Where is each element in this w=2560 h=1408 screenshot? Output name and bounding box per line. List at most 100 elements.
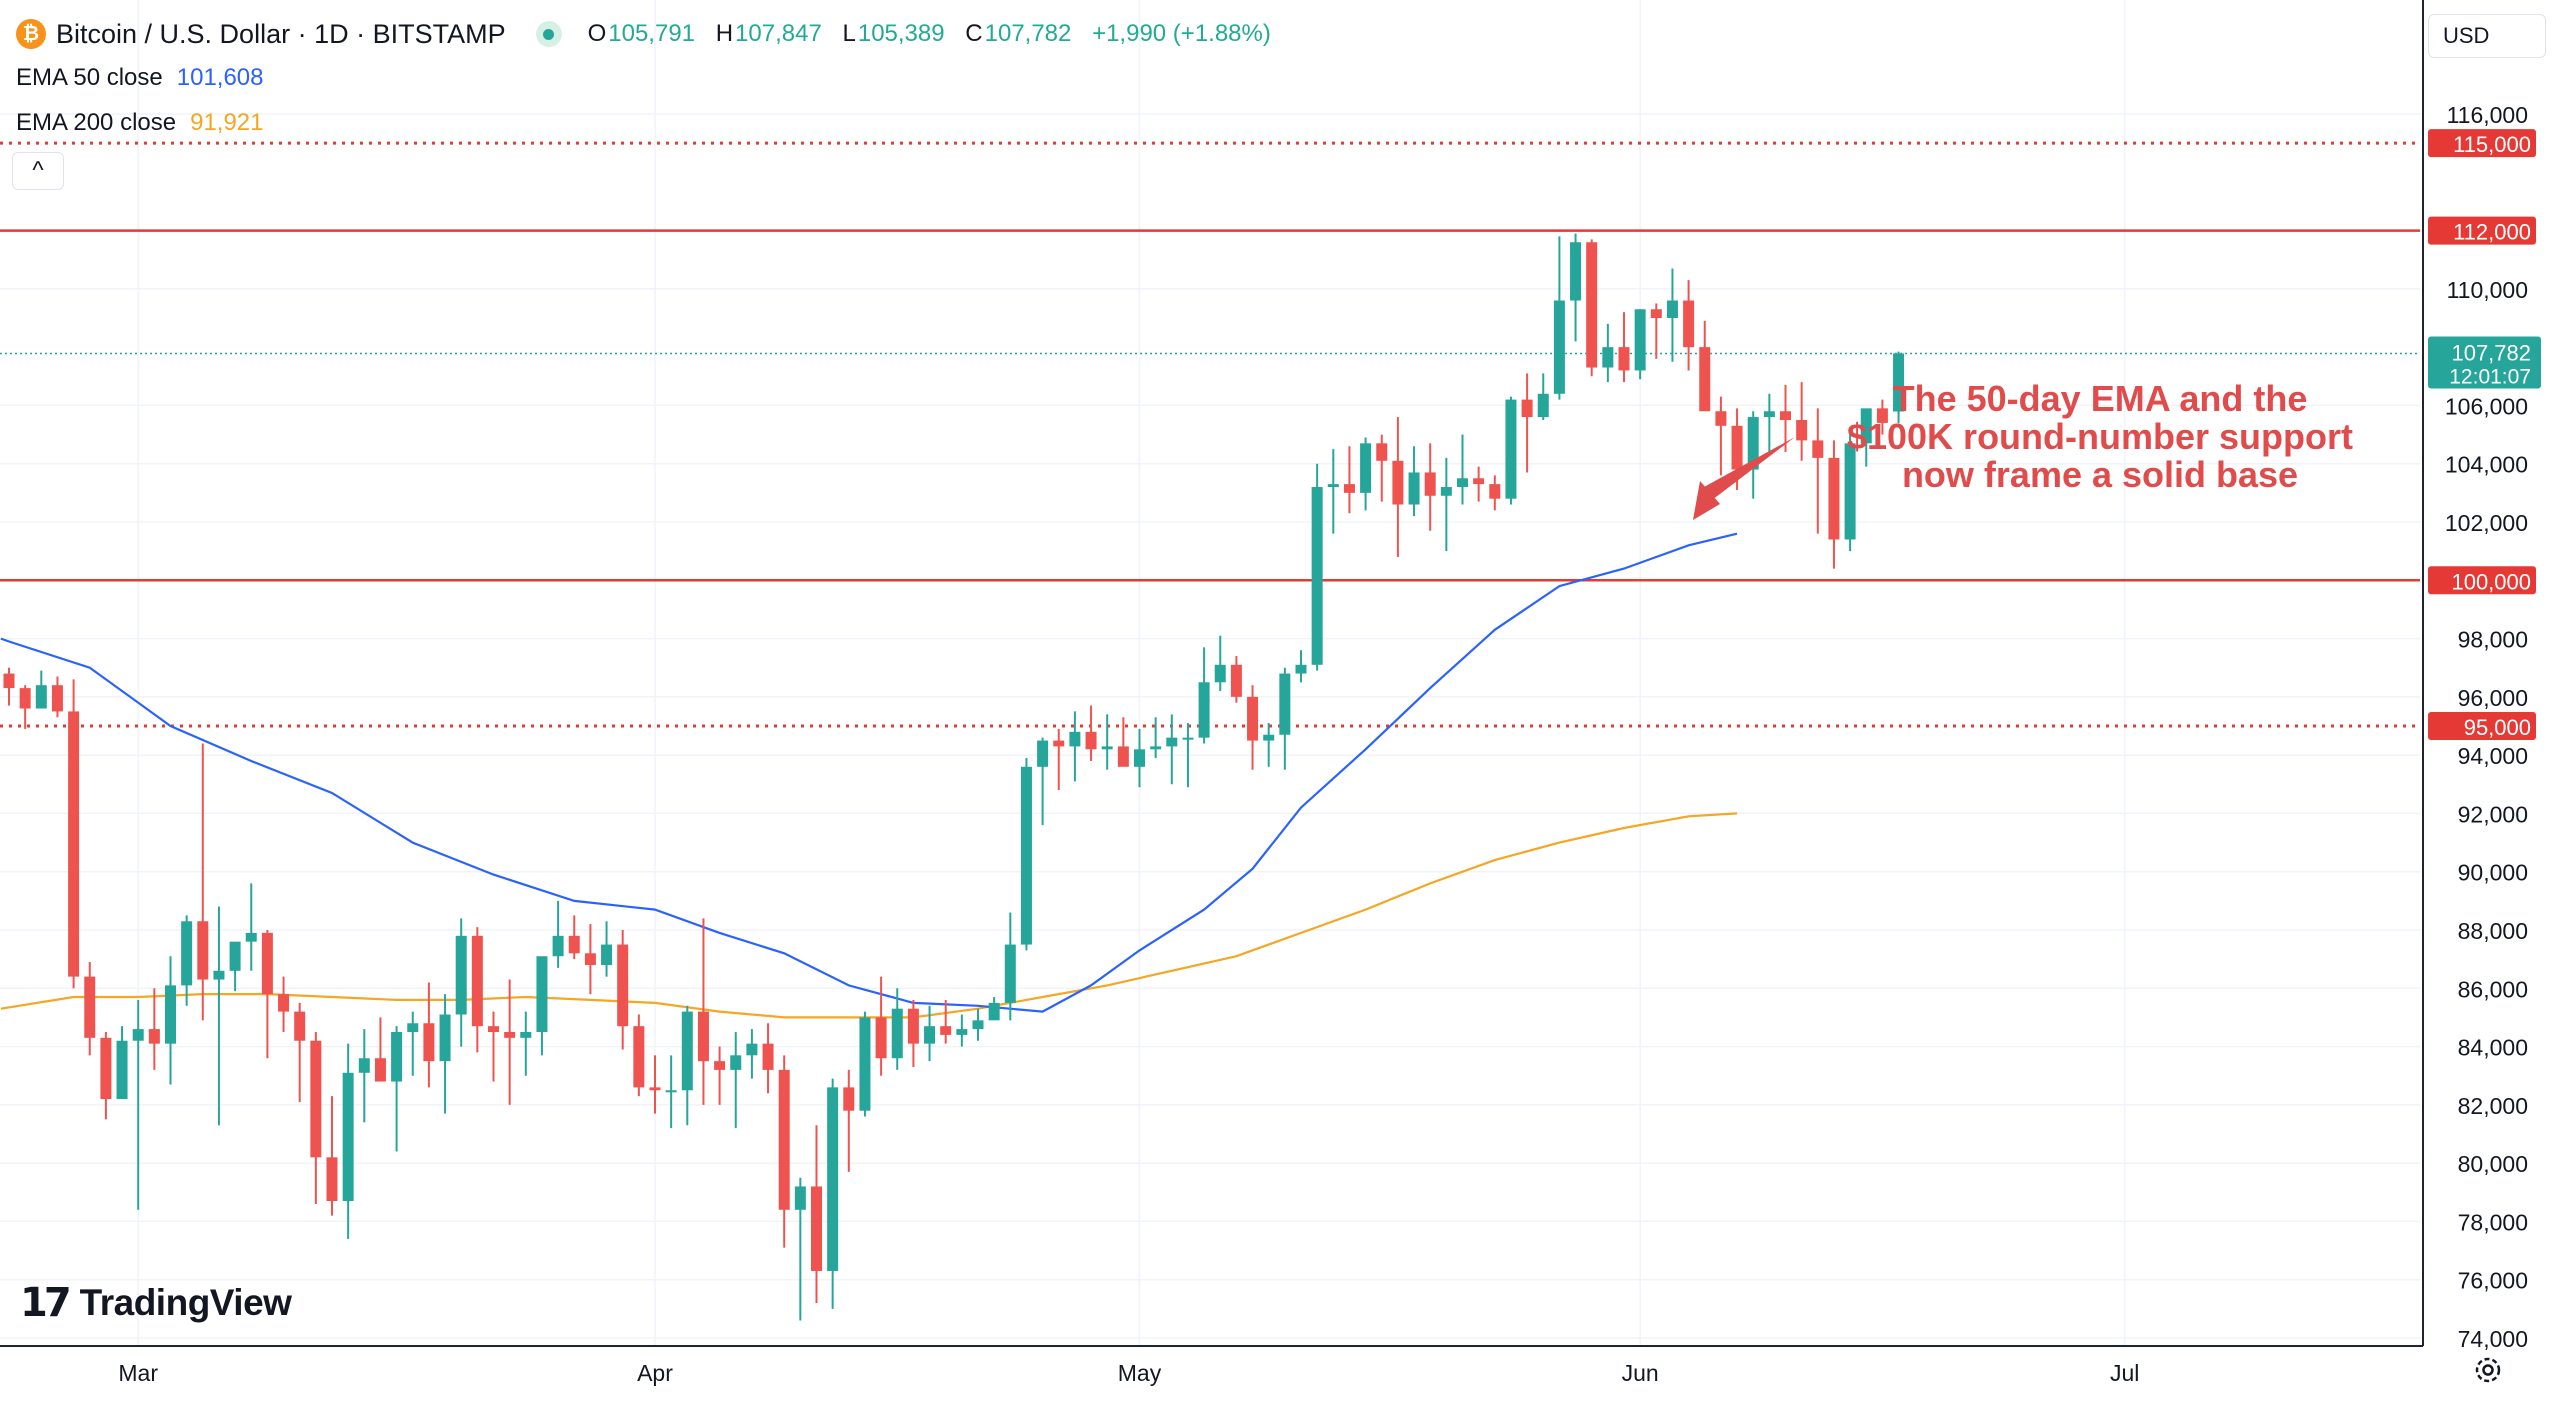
candle[interactable] <box>1101 714 1113 770</box>
candle[interactable] <box>1311 463 1323 671</box>
candle[interactable] <box>843 1069 855 1172</box>
candle[interactable] <box>1392 417 1404 557</box>
candle[interactable] <box>1618 312 1630 383</box>
candle[interactable] <box>617 930 629 1050</box>
candle[interactable] <box>1230 656 1242 703</box>
time-axis[interactable]: Mar Apr May Jun Jul <box>0 1345 2423 1386</box>
candle[interactable] <box>649 1055 661 1114</box>
candle[interactable] <box>148 988 160 1070</box>
candle[interactable] <box>794 1177 806 1321</box>
candle[interactable] <box>1553 236 1565 400</box>
candle[interactable] <box>907 999 919 1067</box>
candle[interactable] <box>956 1014 968 1047</box>
candle[interactable] <box>68 679 80 989</box>
candle[interactable] <box>1085 705 1097 761</box>
candle[interactable] <box>229 941 241 992</box>
symbol-title[interactable]: Bitcoin / U.S. Dollar · 1D · BITSTAMP <box>56 18 506 49</box>
candle[interactable] <box>326 1096 338 1216</box>
candle[interactable] <box>552 900 564 968</box>
candle[interactable] <box>924 1005 936 1062</box>
candle[interactable] <box>859 1011 871 1117</box>
candle[interactable] <box>1150 717 1162 759</box>
candle[interactable] <box>1037 737 1049 826</box>
candle[interactable] <box>100 1032 112 1120</box>
candle[interactable] <box>197 743 209 1021</box>
candle[interactable] <box>1408 446 1420 517</box>
candle[interactable] <box>278 976 290 1032</box>
candle[interactable] <box>1812 408 1824 534</box>
candle[interactable] <box>665 1055 677 1129</box>
candle[interactable] <box>245 883 257 971</box>
candle[interactable] <box>1699 320 1711 412</box>
candle[interactable] <box>762 1023 774 1094</box>
candle[interactable] <box>455 918 467 1047</box>
candle[interactable] <box>1715 396 1727 476</box>
candle[interactable] <box>1424 443 1436 531</box>
candle[interactable] <box>568 915 580 960</box>
candle[interactable] <box>1634 309 1646 380</box>
candle[interactable] <box>310 1032 322 1204</box>
candle[interactable] <box>746 1029 758 1079</box>
candle[interactable] <box>471 927 483 1053</box>
candle[interactable] <box>407 1011 419 1076</box>
candle[interactable] <box>1069 711 1081 782</box>
currency-select[interactable]: USD <box>2428 14 2546 58</box>
candle[interactable] <box>1683 280 1695 371</box>
candle[interactable] <box>1521 373 1533 473</box>
candle[interactable] <box>730 1032 742 1129</box>
candle[interactable] <box>261 930 273 1059</box>
candle[interactable] <box>165 956 176 1085</box>
candle[interactable] <box>1666 268 1678 362</box>
candle[interactable] <box>1020 758 1032 951</box>
candle[interactable] <box>1117 717 1129 767</box>
candle[interactable] <box>972 1008 984 1041</box>
candle[interactable] <box>536 956 548 1056</box>
candle[interactable] <box>1182 723 1194 788</box>
candle[interactable] <box>1537 373 1549 420</box>
candle[interactable] <box>1214 635 1226 692</box>
candle[interactable] <box>1650 303 1662 359</box>
candle[interactable] <box>19 685 31 729</box>
candle[interactable] <box>1376 434 1388 502</box>
candle[interactable] <box>84 962 96 1056</box>
ema-50-legend[interactable]: EMA 50 close 101,608 <box>16 64 264 92</box>
candle[interactable] <box>1263 723 1275 767</box>
candle[interactable] <box>681 1005 693 1126</box>
candle[interactable] <box>1247 685 1259 770</box>
candle[interactable] <box>1473 466 1485 502</box>
candle[interactable] <box>891 988 903 1070</box>
candle[interactable] <box>1860 408 1872 467</box>
candle[interactable] <box>1876 399 1888 435</box>
ema-200-legend[interactable]: EMA 200 close 91,921 <box>16 109 264 137</box>
price-axis[interactable]: 74,000 76,000 78,000 80,000 82,000 84,000 86,0… <box>2422 0 2541 1352</box>
candle[interactable] <box>423 982 435 1088</box>
candle[interactable] <box>778 1055 790 1248</box>
candle[interactable] <box>294 1002 306 1102</box>
candle[interactable] <box>35 670 47 709</box>
candle[interactable] <box>1053 728 1065 791</box>
candle[interactable] <box>1763 393 1775 453</box>
candle[interactable] <box>439 994 451 1114</box>
candle[interactable] <box>1747 411 1759 499</box>
symbol-header[interactable]: ₿ Bitcoin / U.S. Dollar · 1D · BITSTAMP … <box>16 14 1285 54</box>
candle[interactable] <box>342 1043 354 1239</box>
candle[interactable] <box>504 979 516 1105</box>
candle[interactable] <box>1279 667 1291 770</box>
collapse-legend-button[interactable]: ^ <box>12 152 64 190</box>
candle[interactable] <box>1796 382 1808 461</box>
candle[interactable] <box>1602 323 1614 383</box>
candle[interactable] <box>1134 728 1145 788</box>
candle[interactable] <box>811 1125 822 1304</box>
candle[interactable] <box>181 915 193 1006</box>
candle[interactable] <box>697 918 709 1105</box>
candle[interactable] <box>633 1014 645 1097</box>
candle[interactable] <box>1440 457 1452 552</box>
candle[interactable] <box>1343 446 1355 514</box>
candle[interactable] <box>132 999 144 1210</box>
candle[interactable] <box>374 1017 386 1082</box>
candle[interactable] <box>827 1078 839 1309</box>
candle[interactable] <box>1844 431 1856 552</box>
candles[interactable] <box>3 233 1905 1321</box>
candle[interactable] <box>1327 449 1339 534</box>
